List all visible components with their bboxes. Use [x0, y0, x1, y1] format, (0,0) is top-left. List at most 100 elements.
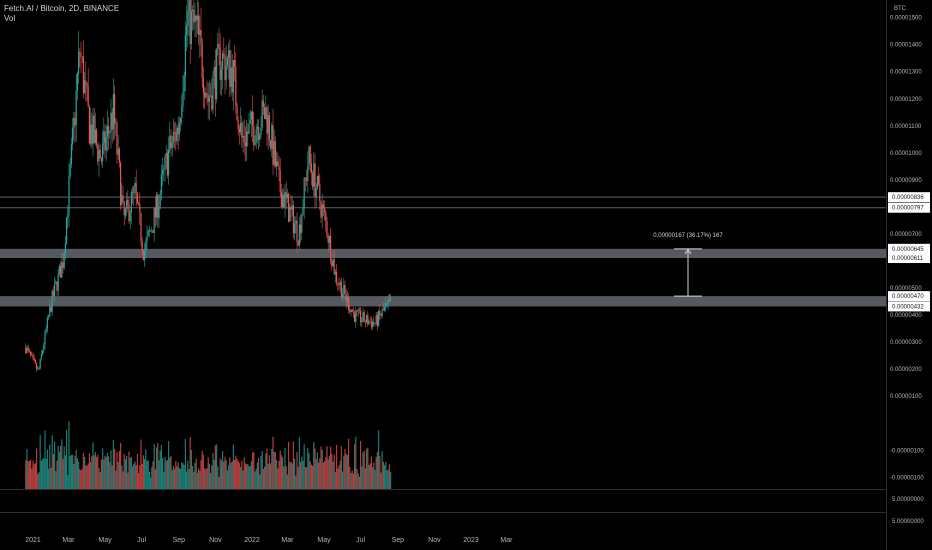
candle-body [36, 363, 38, 369]
price-tick-label: 0.00000200 [890, 367, 922, 373]
candle-body [250, 111, 252, 120]
candle-body [154, 207, 156, 218]
volume-bar [366, 448, 368, 489]
candle-body [382, 309, 384, 311]
volume-bar [40, 460, 42, 489]
candle-body [265, 107, 267, 120]
candle-body [168, 149, 170, 176]
volume-bar [182, 463, 184, 489]
volume-bar [207, 457, 209, 489]
candle-body [115, 122, 117, 124]
volume-bar [94, 452, 96, 489]
volume-bar [331, 453, 333, 489]
candle-body [150, 230, 152, 232]
price-label-text: 0.00000470 [892, 294, 924, 300]
candle-body [240, 122, 242, 133]
candle-body [339, 281, 341, 286]
volume-bar [38, 472, 40, 489]
volume-bar [190, 450, 192, 489]
time-label: Nov [209, 537, 222, 544]
volume-bar [328, 455, 330, 489]
candle-body [207, 94, 209, 102]
volume-bar [380, 472, 382, 489]
candle-body [39, 358, 41, 369]
volume-bar [201, 450, 203, 489]
candle-body [129, 212, 131, 222]
volume-bar [43, 458, 45, 489]
candle-body [388, 299, 390, 302]
candle-body [241, 122, 243, 138]
volume-bar [218, 476, 220, 489]
candle-body [175, 132, 177, 142]
support-zone-1 [0, 248, 886, 259]
candle-body [42, 350, 44, 355]
volume-bar [346, 454, 348, 489]
candle-body [316, 175, 318, 189]
candle-body [204, 92, 206, 98]
volume-bar [268, 455, 270, 489]
volume-bar [350, 473, 352, 489]
volume-bar [102, 448, 104, 489]
candle-body [79, 51, 81, 53]
candle-body [364, 321, 366, 323]
volume-bar [60, 445, 62, 489]
volume-bar [210, 473, 212, 489]
volume-bar [118, 451, 120, 489]
volume-bar [219, 458, 221, 489]
time-label: Sep [173, 537, 186, 544]
volume-bar [360, 440, 362, 489]
candle-body [27, 347, 29, 350]
volume-bar [93, 455, 95, 489]
candle-body [188, 0, 190, 12]
volume-bar [378, 430, 380, 489]
volume-bar [69, 455, 71, 489]
candle-body [373, 321, 375, 324]
volume-bar [140, 439, 142, 489]
volume-bar [48, 468, 50, 489]
volume-bar [338, 465, 340, 489]
volume-bar [139, 465, 141, 489]
volume-bar [356, 469, 358, 489]
candle-body [157, 194, 159, 219]
candle-body [94, 129, 96, 143]
volume-bar [34, 462, 36, 489]
price-tick-label: 0.00000100 [890, 394, 922, 400]
candle-body [246, 131, 248, 146]
volume-bar [64, 455, 66, 489]
candle-body [206, 93, 208, 95]
price-tick-label: -0.00000100 [890, 475, 924, 481]
candle-body [307, 165, 309, 182]
candle-body [48, 316, 50, 318]
volume-bar [333, 454, 335, 489]
candle-body [38, 368, 40, 370]
volume-bar [142, 455, 144, 489]
volume-bar [196, 472, 198, 489]
volume-bar [364, 468, 366, 489]
candle-body [285, 191, 287, 199]
volume-bar [206, 468, 208, 489]
candle-body [114, 94, 116, 124]
volume-bar [111, 465, 113, 489]
candle-body [225, 66, 227, 81]
candle-body [170, 135, 172, 149]
candle-body [381, 309, 383, 316]
candle-body [356, 310, 358, 312]
volume-bar [240, 467, 242, 489]
candle-body [254, 142, 256, 145]
volume-bar [198, 468, 200, 489]
volume-bar [112, 439, 114, 489]
volume-bar [183, 464, 185, 489]
volume-bar [123, 454, 125, 489]
candle-body [90, 124, 92, 144]
volume-bar [212, 452, 214, 489]
candle-body [360, 310, 362, 322]
candle-body [127, 199, 129, 205]
candle-body [80, 52, 82, 57]
price-label-text: 0.00000432 [892, 304, 924, 310]
volume-bar [67, 474, 69, 489]
candle-body [132, 192, 134, 194]
candle-body [50, 306, 52, 312]
volume-bar [255, 468, 257, 489]
volume-bar [316, 452, 318, 489]
